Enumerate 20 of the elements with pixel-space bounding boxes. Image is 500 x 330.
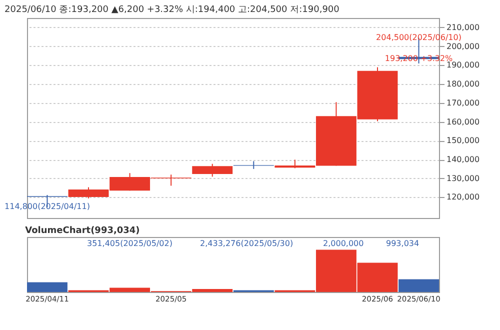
text: 2,000,000 [323,239,364,248]
y-tick-label: 200,000 [446,42,480,51]
annotation: 204,500(2025/06/10) [376,32,462,42]
y-tick-label: 140,000 [446,155,480,164]
text: 351,405(2025/05/02) [87,239,172,248]
annotation: 114,800(2025/04/11) [4,202,90,212]
bar [27,282,68,292]
bar [398,279,439,292]
text: 993,034 [386,239,420,248]
y-tick-label: 150,000 [446,136,480,146]
y-tick-label: 120,000 [446,192,480,202]
text: 2,433,276(2025/05/30) [200,239,294,248]
chart-title: VolumeChart(993,034) [25,226,140,236]
y-tick-label: 170,000 [446,98,480,108]
y-tick-label: 160,000 [446,117,480,126]
chart-title: 2025/06/10 종:193,200 ▲6,200 +3.32% 시:194,400 고:204,500 저:190,900 [4,5,340,15]
y-tick-label: 210,000 [446,22,480,32]
y-tick-label: 130,000 [446,174,480,183]
y-tick-label: 190,000 [446,60,480,70]
y-tick-label: 180,000 [446,80,480,89]
